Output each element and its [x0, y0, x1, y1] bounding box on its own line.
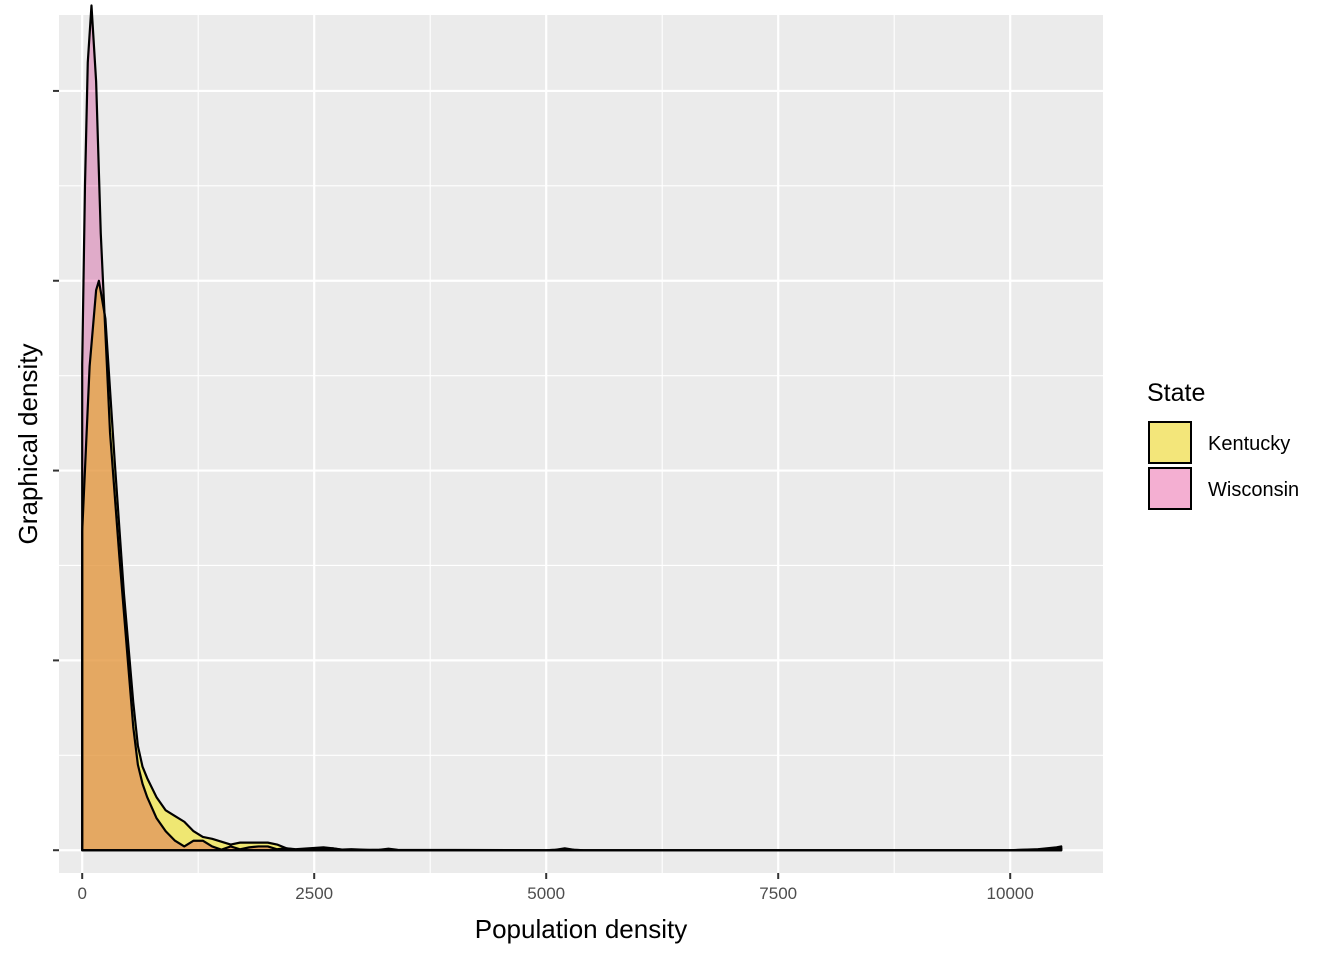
- density-area-wisconsin: [81, 4, 1063, 852]
- density-areas: [81, 4, 1063, 852]
- x-tick-label: 2500: [295, 884, 333, 903]
- legend-title: State: [1147, 379, 1205, 407]
- y-axis-title: Graphical density: [13, 344, 43, 545]
- x-tick-label: 0: [77, 884, 86, 903]
- legend: State Kentucky Wisconsin: [1147, 379, 1299, 510]
- legend-swatch-wisconsin: [1148, 467, 1192, 510]
- plot-panel: [59, 15, 1103, 873]
- x-tick-label: 7500: [759, 884, 797, 903]
- x-axis: 0 2500 5000 7500 10000: [77, 873, 1034, 903]
- legend-label-kentucky: Kentucky: [1208, 433, 1290, 455]
- x-tick-label: 5000: [527, 884, 565, 903]
- legend-swatch-kentucky: [1148, 421, 1192, 464]
- legend-label-wisconsin: Wisconsin: [1208, 479, 1299, 501]
- minor-gridlines: [59, 15, 1103, 873]
- x-tick-label: 10000: [987, 884, 1034, 903]
- y-axis: [53, 89, 59, 852]
- x-axis-title: Population density: [475, 914, 687, 944]
